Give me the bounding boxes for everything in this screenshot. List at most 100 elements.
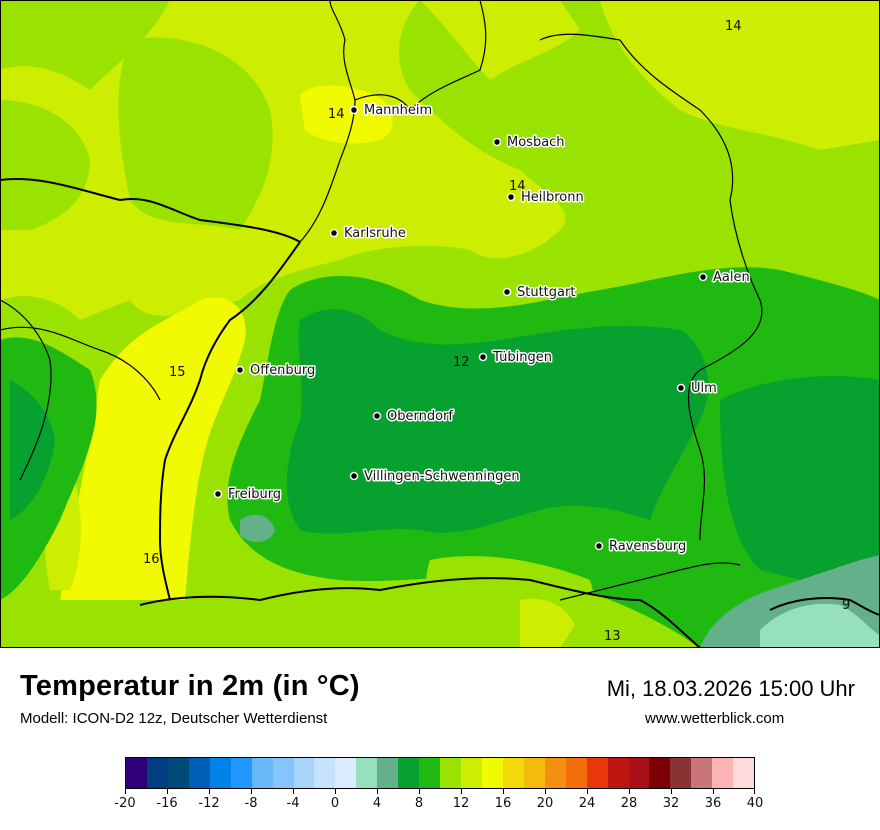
colorbar-segment	[230, 758, 252, 788]
colorbar-tick-label: 4	[372, 796, 382, 811]
city-label: Oberndorf	[387, 409, 453, 424]
colorbar-tick-label: -16	[156, 796, 178, 811]
city-dot-icon	[349, 471, 359, 481]
colorbar-tick-mark	[545, 789, 546, 794]
model-subtitle: Modell: ICON-D2 12z, Deutscher Wetterdie…	[20, 710, 328, 727]
colorbar-tick-mark	[377, 789, 378, 794]
city-dot-icon	[594, 541, 604, 551]
colorbar-tick-label: 40	[746, 796, 764, 811]
colorbar-tick-label: 24	[578, 796, 596, 811]
colorbar-segment	[146, 758, 168, 788]
city-label: Stuttgart	[517, 285, 575, 300]
city-t-bingen: Tübingen	[478, 349, 554, 367]
city-dot-icon	[349, 105, 359, 115]
city-dot-icon	[676, 383, 686, 393]
colorbar-segment	[398, 758, 420, 788]
colorbar-segment	[272, 758, 294, 788]
colorbar-tick-mark	[209, 789, 210, 794]
city-label: Mannheim	[364, 103, 432, 118]
city-heilbronn: Heilbronn	[506, 189, 585, 207]
city-freiburg: Freiburg	[213, 486, 283, 504]
city-dot-icon	[698, 272, 708, 282]
isotherm-label: 12	[453, 355, 470, 370]
colorbar-segment	[502, 758, 524, 788]
city-label: Ulm	[691, 381, 717, 396]
colorbar-segment	[335, 758, 357, 788]
city-dot-icon	[502, 287, 512, 297]
city-karlsruhe: Karlsruhe	[329, 225, 407, 243]
city-markers: Mannheim Mosbach Heilbronn Karlsruhe Stuttga…	[213, 102, 751, 556]
isotherm-label: 13	[604, 629, 621, 644]
colorbar-tick-mark	[251, 789, 252, 794]
colorbar-tick-label: 20	[536, 796, 554, 811]
colorbar-tick-label: 0	[330, 796, 340, 811]
city-dot-icon	[492, 137, 502, 147]
colorbar-tick-label: -12	[198, 796, 220, 811]
colorbar-tick-mark	[713, 789, 714, 794]
colorbar-segment	[670, 758, 692, 788]
colorbar-segment	[251, 758, 273, 788]
city-label: Freiburg	[228, 487, 281, 502]
city-dot-icon	[372, 411, 382, 421]
isotherm-label: 14	[509, 179, 526, 194]
colorbar-segment	[565, 758, 587, 788]
colorbar-segment	[712, 758, 734, 788]
colorbar-tick-mark	[587, 789, 588, 794]
city-ravensburg: Ravensburg	[594, 538, 688, 556]
colorbar-tick-mark	[461, 789, 462, 794]
colorbar-tick-label: 36	[704, 796, 722, 811]
colorbar-tick-mark	[125, 789, 126, 794]
colorbar-segment	[586, 758, 608, 788]
colorbar-segment	[733, 758, 755, 788]
city-oberndorf: Oberndorf	[372, 408, 455, 426]
colorbar-segment	[544, 758, 566, 788]
isotherm-labels: 14 14 14 15 12 16 13 9	[143, 19, 850, 644]
isotherm-label: 15	[169, 365, 186, 380]
city-label: Karlsruhe	[344, 226, 406, 241]
temperature-map: 14 14 14 15 12 16 13 9 Mannheim Mosbach Heilbronn…	[0, 0, 880, 648]
colorbar-tick-mark	[754, 789, 755, 794]
colorbar-segment	[628, 758, 650, 788]
colorbar-tick-mark	[503, 789, 504, 794]
city-label: Villingen-Schwenningen	[364, 469, 520, 484]
colorbar-tick-label: -20	[114, 796, 136, 811]
colorbar-segment	[293, 758, 315, 788]
colorbar-segment	[691, 758, 713, 788]
city-label: Mosbach	[507, 135, 565, 150]
colorbar-segment	[440, 758, 461, 788]
city-mannheim: Mannheim	[349, 102, 434, 120]
city-aalen: Aalen	[698, 269, 751, 287]
isotherm-label: 9	[842, 598, 850, 613]
city-label: Aalen	[713, 270, 750, 285]
city-dot-icon	[506, 192, 516, 202]
website-link[interactable]: www.wetterblick.com	[645, 710, 785, 727]
colorbar-segment	[419, 758, 441, 788]
city-label: Offenburg	[250, 363, 315, 378]
colorbar-segment	[188, 758, 210, 788]
colorbar-ticks: -20 -16 -12 -8 -4 0 4 8 12 16 20 24 28 32 36 40	[114, 789, 763, 819]
colorbar-segment	[167, 758, 189, 788]
colorbar-tick-label: 12	[452, 796, 470, 811]
colorbar-tick-mark	[419, 789, 420, 794]
city-dot-icon	[478, 352, 488, 362]
forecast-datetime: Mi, 18.03.2026 15:00 Uhr	[606, 676, 855, 701]
colorbar-tick-label: 8	[414, 796, 424, 811]
isotherm-label: 14	[725, 19, 742, 34]
map-canvas: 14 14 14 15 12 16 13 9 Mannheim Mosbach Heilbronn…	[0, 0, 880, 648]
colorbar-segment	[607, 758, 629, 788]
colorbar-tick-mark	[629, 789, 630, 794]
city-stuttgart: Stuttgart	[502, 284, 577, 302]
city-label: Tübingen	[492, 350, 552, 365]
colorbar-tick-mark	[293, 789, 294, 794]
colorbar-segment	[377, 758, 399, 788]
city-villingen-schwenningen: Villingen-Schwenningen	[349, 468, 521, 486]
colorbar-tick-mark	[671, 789, 672, 794]
city-dot-icon	[235, 365, 245, 375]
colorbar-tick-label: 16	[494, 796, 512, 811]
city-offenburg: Offenburg	[235, 362, 317, 380]
colorbar-segment	[481, 758, 503, 788]
temperature-colorbar	[125, 757, 755, 789]
colorbar-segment	[356, 758, 378, 788]
colorbar-tick-label: -8	[244, 796, 258, 811]
city-label: Ravensburg	[609, 539, 686, 554]
